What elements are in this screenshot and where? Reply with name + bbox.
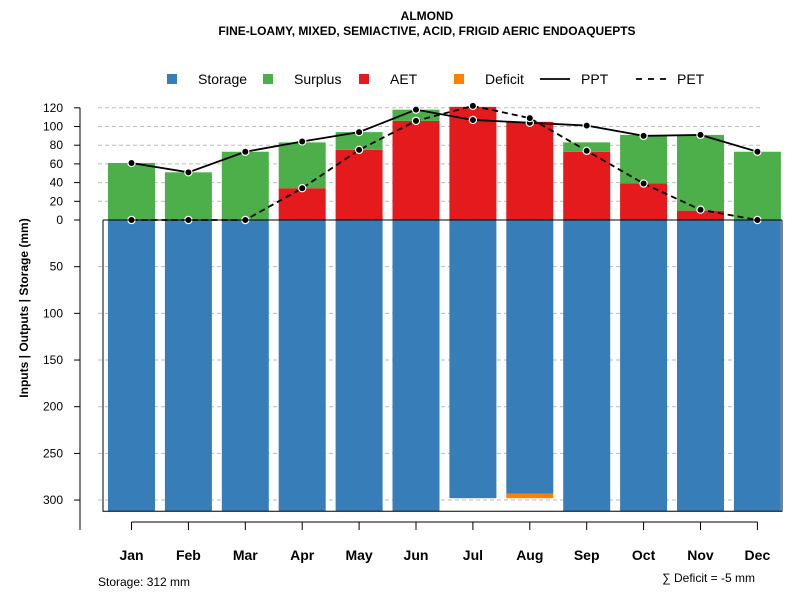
axes: 0 20 40 60 80 100 120 50 100 150 200 250 300 Jan Feb Ma…: [43, 101, 783, 563]
storage-bar-feb: [164, 220, 212, 512]
storage-outline: [102, 220, 783, 512]
legend-label-aet: AET: [390, 71, 418, 87]
y-tick-label-20: 20: [50, 194, 64, 208]
storage-bar-nov: [677, 220, 724, 512]
x-tick-label-may: May: [345, 547, 372, 563]
y-tick-label-40: 40: [50, 176, 64, 190]
surplus-bar-jun: [392, 109, 440, 121]
pet-point-may: [354, 145, 364, 155]
pet-point-aug: [525, 113, 535, 123]
storage-bar-sep: [563, 220, 611, 512]
x-tick-label-mar: Mar: [233, 547, 258, 563]
storage-bar-aug: [506, 220, 554, 494]
deficit-note: ∑ Deficit = -5 mm: [662, 571, 755, 585]
storage-bar-jun: [392, 220, 440, 512]
pet-point-jul: [468, 101, 478, 111]
y-tick-label-80: 80: [50, 138, 64, 152]
x-tick-label-oct: Oct: [632, 547, 656, 563]
ppt-point-jul: [468, 115, 478, 125]
pet-point-oct: [639, 179, 648, 188]
aet-bar-nov: [677, 210, 724, 220]
x-tick-label-jun: Jun: [404, 547, 429, 563]
x-tick-label-apr: Apr: [290, 547, 315, 563]
y-tick-label-lower-100: 100: [43, 306, 63, 320]
aet-bar-may: [335, 149, 383, 220]
chart-subtitle: FINE-LOAMY, MIXED, SEMIACTIVE, ACID, FRI…: [218, 24, 635, 38]
ppt-point-jan: [127, 158, 136, 168]
storage-bar-jul: [449, 220, 497, 499]
surplus-bar-dec: [733, 151, 781, 220]
ppt-point-oct: [639, 131, 648, 141]
x-tick-label-aug: Aug: [516, 547, 543, 563]
chart-title: ALMOND: [401, 9, 454, 23]
legend-swatch-storage: [167, 74, 177, 84]
surplus-bar-nov: [677, 134, 724, 211]
surplus-bar-may: [335, 132, 383, 150]
x-tick-label-nov: Nov: [687, 547, 714, 563]
aet-bar-apr: [278, 188, 326, 220]
y-tick-label-60: 60: [50, 157, 64, 171]
ppt-point-apr: [298, 137, 307, 146]
y-axis-title: Inputs | Outputs | Storage (mm): [17, 218, 31, 397]
surplus-bar-jan: [108, 162, 155, 220]
legend-label-deficit: Deficit: [485, 71, 524, 87]
legend-swatch-aet: [359, 74, 369, 84]
surplus-bar-apr: [278, 142, 326, 189]
lines: [127, 101, 762, 225]
ppt-point-jun: [411, 105, 421, 114]
x-tick-label-jul: Jul: [463, 547, 483, 563]
y-tick-label-lower-200: 200: [43, 400, 63, 414]
storage-bar-may: [335, 220, 383, 512]
ppt-point-mar: [241, 147, 250, 156]
legend-label-pet: PET: [677, 71, 705, 87]
storage-bar-apr: [278, 220, 326, 512]
x-tick-label-jan: Jan: [119, 547, 143, 563]
deficit-bar-aug: [506, 493, 554, 499]
ppt-point-may: [354, 127, 364, 137]
storage-bar-oct: [620, 220, 668, 512]
storage-bar-jan: [108, 220, 155, 512]
ppt-point-feb: [184, 168, 193, 177]
surplus-bar-mar: [221, 151, 269, 220]
storage-bar-mar: [221, 220, 269, 512]
legend: Storage Surplus AET Deficit PPT PET: [167, 71, 705, 87]
aet-bar-jul: [449, 106, 497, 220]
pet-point-apr: [298, 184, 307, 193]
aet-bar-sep: [563, 151, 611, 220]
aet-bar-aug: [506, 121, 554, 220]
ppt-point-dec: [753, 147, 762, 156]
legend-label-surplus: Surplus: [294, 71, 341, 87]
aet-bar-oct: [620, 183, 668, 220]
storage-bar-dec: [733, 220, 781, 512]
ppt-point-nov: [696, 130, 705, 140]
legend-swatch-deficit: [454, 74, 464, 84]
x-tick-label-sep: Sep: [574, 547, 600, 563]
y-tick-label-lower-300: 300: [43, 493, 63, 507]
bars: [108, 106, 781, 512]
pet-point-sep: [582, 146, 591, 156]
y-tick-label-lower-250: 250: [43, 446, 63, 460]
ppt-point-sep: [582, 121, 591, 130]
storage-note: Storage: 312 mm: [98, 575, 190, 589]
ppt-line: [131, 108, 758, 174]
x-tick-label-dec: Dec: [745, 547, 771, 563]
aet-bar-jun: [392, 120, 440, 220]
y-tick-label-120: 120: [43, 101, 63, 115]
y-tick-label-lower-50: 50: [50, 260, 64, 274]
legend-label-storage: Storage: [198, 71, 247, 87]
y-tick-label-lower-150: 150: [43, 353, 63, 367]
pet-point-jun: [411, 116, 421, 126]
surplus-bar-feb: [164, 172, 212, 220]
legend-swatch-surplus: [263, 74, 273, 84]
x-tick-label-feb: Feb: [176, 547, 201, 563]
pet-point-nov: [696, 205, 705, 214]
surplus-bar-oct: [620, 134, 668, 184]
y-tick-label-100: 100: [43, 120, 63, 134]
y-tick-label-0: 0: [56, 213, 63, 227]
legend-label-ppt: PPT: [581, 71, 609, 87]
